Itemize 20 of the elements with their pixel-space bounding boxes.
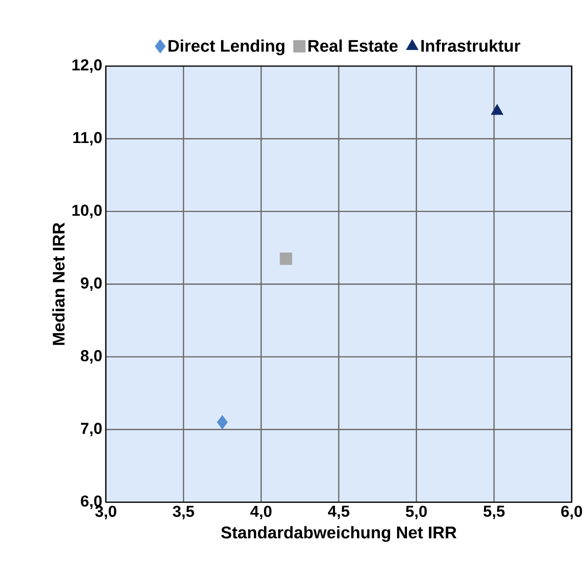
x-tick-label: 6,0	[561, 506, 582, 520]
x-axis-title: Standardabweichung Net IRR	[221, 526, 457, 542]
legend-label: Infrastruktur	[421, 40, 520, 52]
x-tick-label: 5,0	[406, 506, 427, 520]
y-tick-label: 8,0	[80, 350, 102, 364]
x-tick-label: 4,0	[250, 506, 272, 520]
y-axis-title: Median Net IRR	[52, 222, 65, 346]
legend-label: Direct Lending	[168, 40, 284, 56]
x-tick-label: 5,5	[483, 506, 505, 520]
y-tick-label: 10,0	[72, 204, 102, 218]
y-tick-label: 7,0	[80, 422, 102, 436]
point	[490, 104, 504, 115]
y-tick-label: 12,0	[72, 59, 102, 73]
y-tick-label: 11,0	[73, 132, 102, 146]
x-tick-label: 4,5	[328, 506, 350, 520]
x-tick-label: 3,5	[172, 506, 194, 520]
y-tick-label: 9,0	[80, 278, 102, 292]
legend-label: Real Estate	[308, 40, 398, 52]
point	[280, 252, 292, 265]
point	[216, 415, 228, 430]
